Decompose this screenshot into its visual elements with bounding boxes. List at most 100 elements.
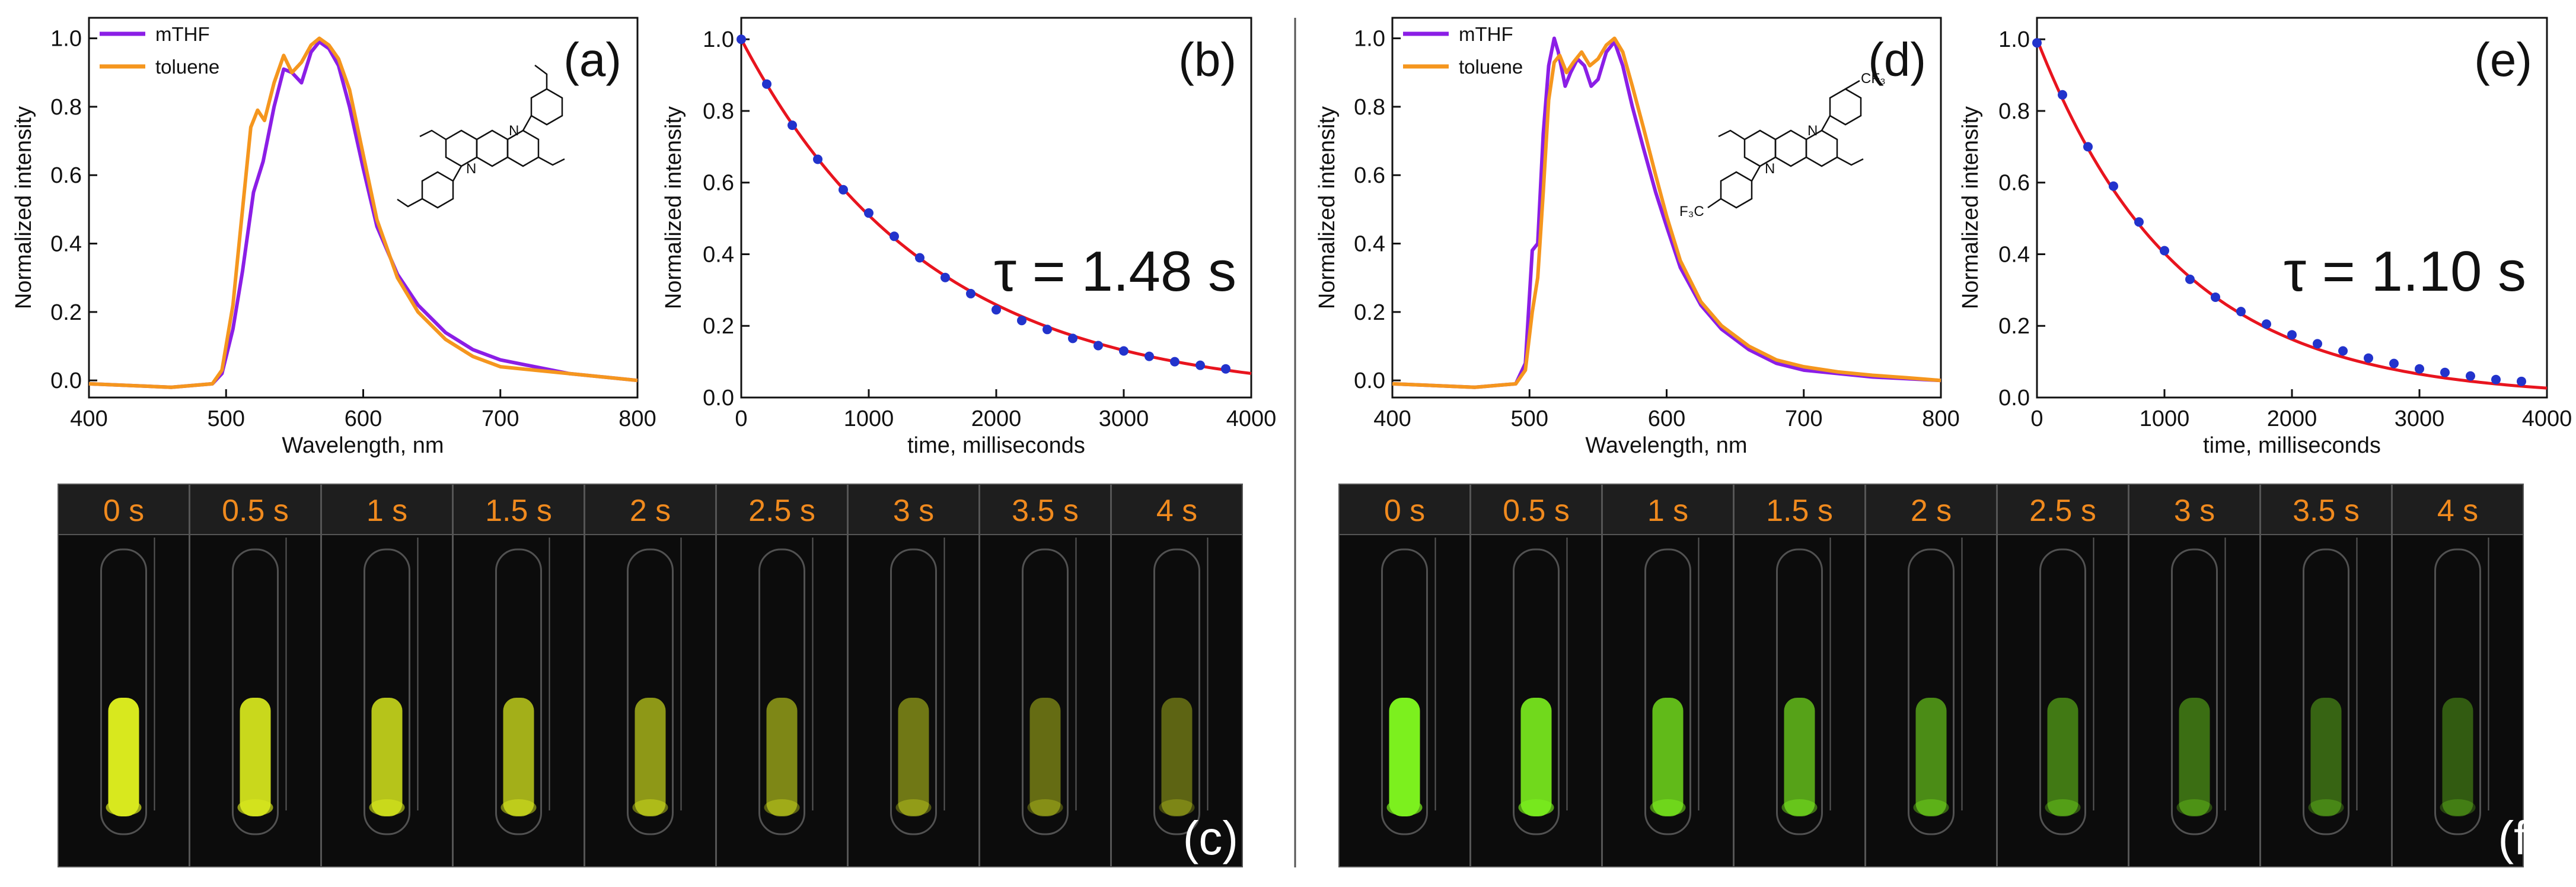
data-point [2262, 319, 2271, 329]
solution-glow [1913, 799, 1949, 816]
cf3-bond-bottom [1707, 198, 1721, 209]
legend-label-toluene: toluene [155, 56, 219, 78]
data-point [2517, 376, 2526, 386]
panel-label: (d) [1868, 33, 1926, 86]
ring-left [1743, 129, 1777, 167]
molecule-structure-left: N N [397, 65, 565, 209]
cuvette-outline [1381, 548, 1428, 835]
ring-aryl-top [530, 88, 563, 126]
time-label-bar [1733, 484, 1866, 535]
glowing-solution [898, 698, 929, 816]
time-label: 3.5 s [1012, 494, 1079, 528]
time-label: 1.5 s [485, 494, 552, 528]
y-tick-label: 0.8 [1998, 99, 2030, 124]
y-axis-label: Normalized intensity [661, 106, 686, 309]
cuvette-outline [1022, 548, 1069, 835]
solution-glow [1159, 799, 1195, 816]
y-tick-label: 0.6 [50, 163, 82, 188]
photo-strip-f: 0 s 0.5 s 1 s 1.5 s 2 s 2.5 s 3 s 3.5 s 4 s (f) [1338, 484, 2543, 867]
series-line-toluene [88, 36, 638, 389]
y-tick-label: 0.4 [50, 232, 82, 257]
x-tick-label: 1000 [844, 406, 894, 431]
time-label-bar [1997, 484, 2129, 535]
photo-cell: 2 s [584, 484, 716, 867]
cuvette-outline [758, 548, 805, 835]
tbu-group-4 [538, 156, 565, 166]
data-point [2389, 358, 2399, 368]
glowing-solution [371, 698, 403, 816]
data-point [864, 208, 873, 218]
time-label: 2.5 s [2029, 494, 2096, 528]
time-label: 3 s [893, 494, 934, 528]
solution-glow [764, 799, 800, 816]
data-point [1170, 357, 1179, 367]
legend-label-toluene: toluene [1459, 56, 1523, 78]
time-label-bar [1470, 484, 1602, 535]
legend-label-mthf: mTHF [155, 23, 210, 45]
cuvette-outline [1513, 548, 1560, 835]
cf3-label-bottom: F₃C [1679, 204, 1704, 220]
photo-cell: 0 s [1338, 484, 1471, 867]
time-label: 2 s [1911, 494, 1952, 528]
atom-label-n2: N [1765, 161, 1775, 177]
y-tick-label: 0.2 [703, 314, 734, 339]
data-point [1042, 325, 1052, 335]
x-tick-label: 4000 [2522, 406, 2572, 431]
x-tick-label: 0 [735, 406, 747, 431]
tbu-group-1 [1718, 129, 1745, 141]
plot-frame [740, 17, 1252, 399]
time-label-bar [1338, 484, 1471, 535]
data-point [2491, 374, 2501, 384]
data-point [1221, 364, 1230, 374]
solution-glow [2045, 799, 2081, 816]
x-axis-label: time, milliseconds [907, 433, 1085, 458]
photo-cell: 0.5 s [189, 484, 321, 867]
time-label: 1 s [1647, 494, 1688, 528]
legend-label-mthf: mTHF [1459, 23, 1513, 45]
solution-glow [2176, 799, 2212, 816]
time-label-bar [452, 484, 585, 535]
data-point [737, 34, 746, 44]
data-point [2440, 367, 2450, 377]
chart-marks: 400 500 600 700 800 0.0 0.2 0.4 0.6 0.8 1.0 [50, 27, 656, 431]
x-axis-label: Wavelength, nm [282, 433, 444, 458]
solution-glow [895, 799, 932, 816]
data-point [915, 253, 924, 263]
y-tick-label: 1.0 [50, 27, 82, 52]
series-line-mthf [88, 40, 638, 389]
time-label-bar [1865, 484, 1997, 535]
data-point [2466, 371, 2475, 381]
x-tick-label: 500 [208, 406, 245, 431]
x-tick-label: 4000 [1226, 406, 1277, 431]
data-point [1144, 351, 1154, 361]
y-tick-label: 0.4 [1998, 242, 2030, 267]
glowing-solution [1652, 698, 1684, 816]
solution-glow [1781, 799, 1818, 816]
tau-annotation: τ = 1.10 s [2284, 240, 2526, 303]
photo-cell: 2 s [1865, 484, 1997, 867]
bond-aryl-top [1821, 115, 1831, 131]
x-tick-label: 500 [1511, 406, 1548, 431]
solution-glow [1518, 799, 1554, 816]
solution-glow [1027, 799, 1063, 816]
data-point [2364, 353, 2373, 363]
x-tick-label: 800 [619, 406, 656, 431]
tau-annotation: τ = 1.48 s [994, 240, 1236, 303]
data-point [1068, 333, 1077, 344]
y-tick-label: 1.0 [1354, 27, 1385, 52]
ring-left [445, 129, 478, 167]
cuvette-outline [627, 548, 674, 835]
time-label-bar [584, 484, 716, 535]
time-label-bar [716, 484, 848, 535]
time-label-bar [58, 484, 190, 535]
spectrum-chart-d: 400 500 600 700 800 0.0 0.2 0.4 0.6 0.8 1.0 (d) Wa… [1315, 17, 1960, 458]
solution-glow [369, 799, 405, 816]
glowing-solution [1389, 698, 1420, 816]
cuvette-outline [2434, 548, 2481, 835]
data-point [991, 305, 1001, 315]
data-point [1119, 346, 1128, 356]
y-tick-label: 0.8 [1354, 95, 1385, 120]
data-point [2134, 217, 2144, 227]
glowing-solution [2442, 698, 2473, 816]
data-point [2185, 274, 2195, 284]
